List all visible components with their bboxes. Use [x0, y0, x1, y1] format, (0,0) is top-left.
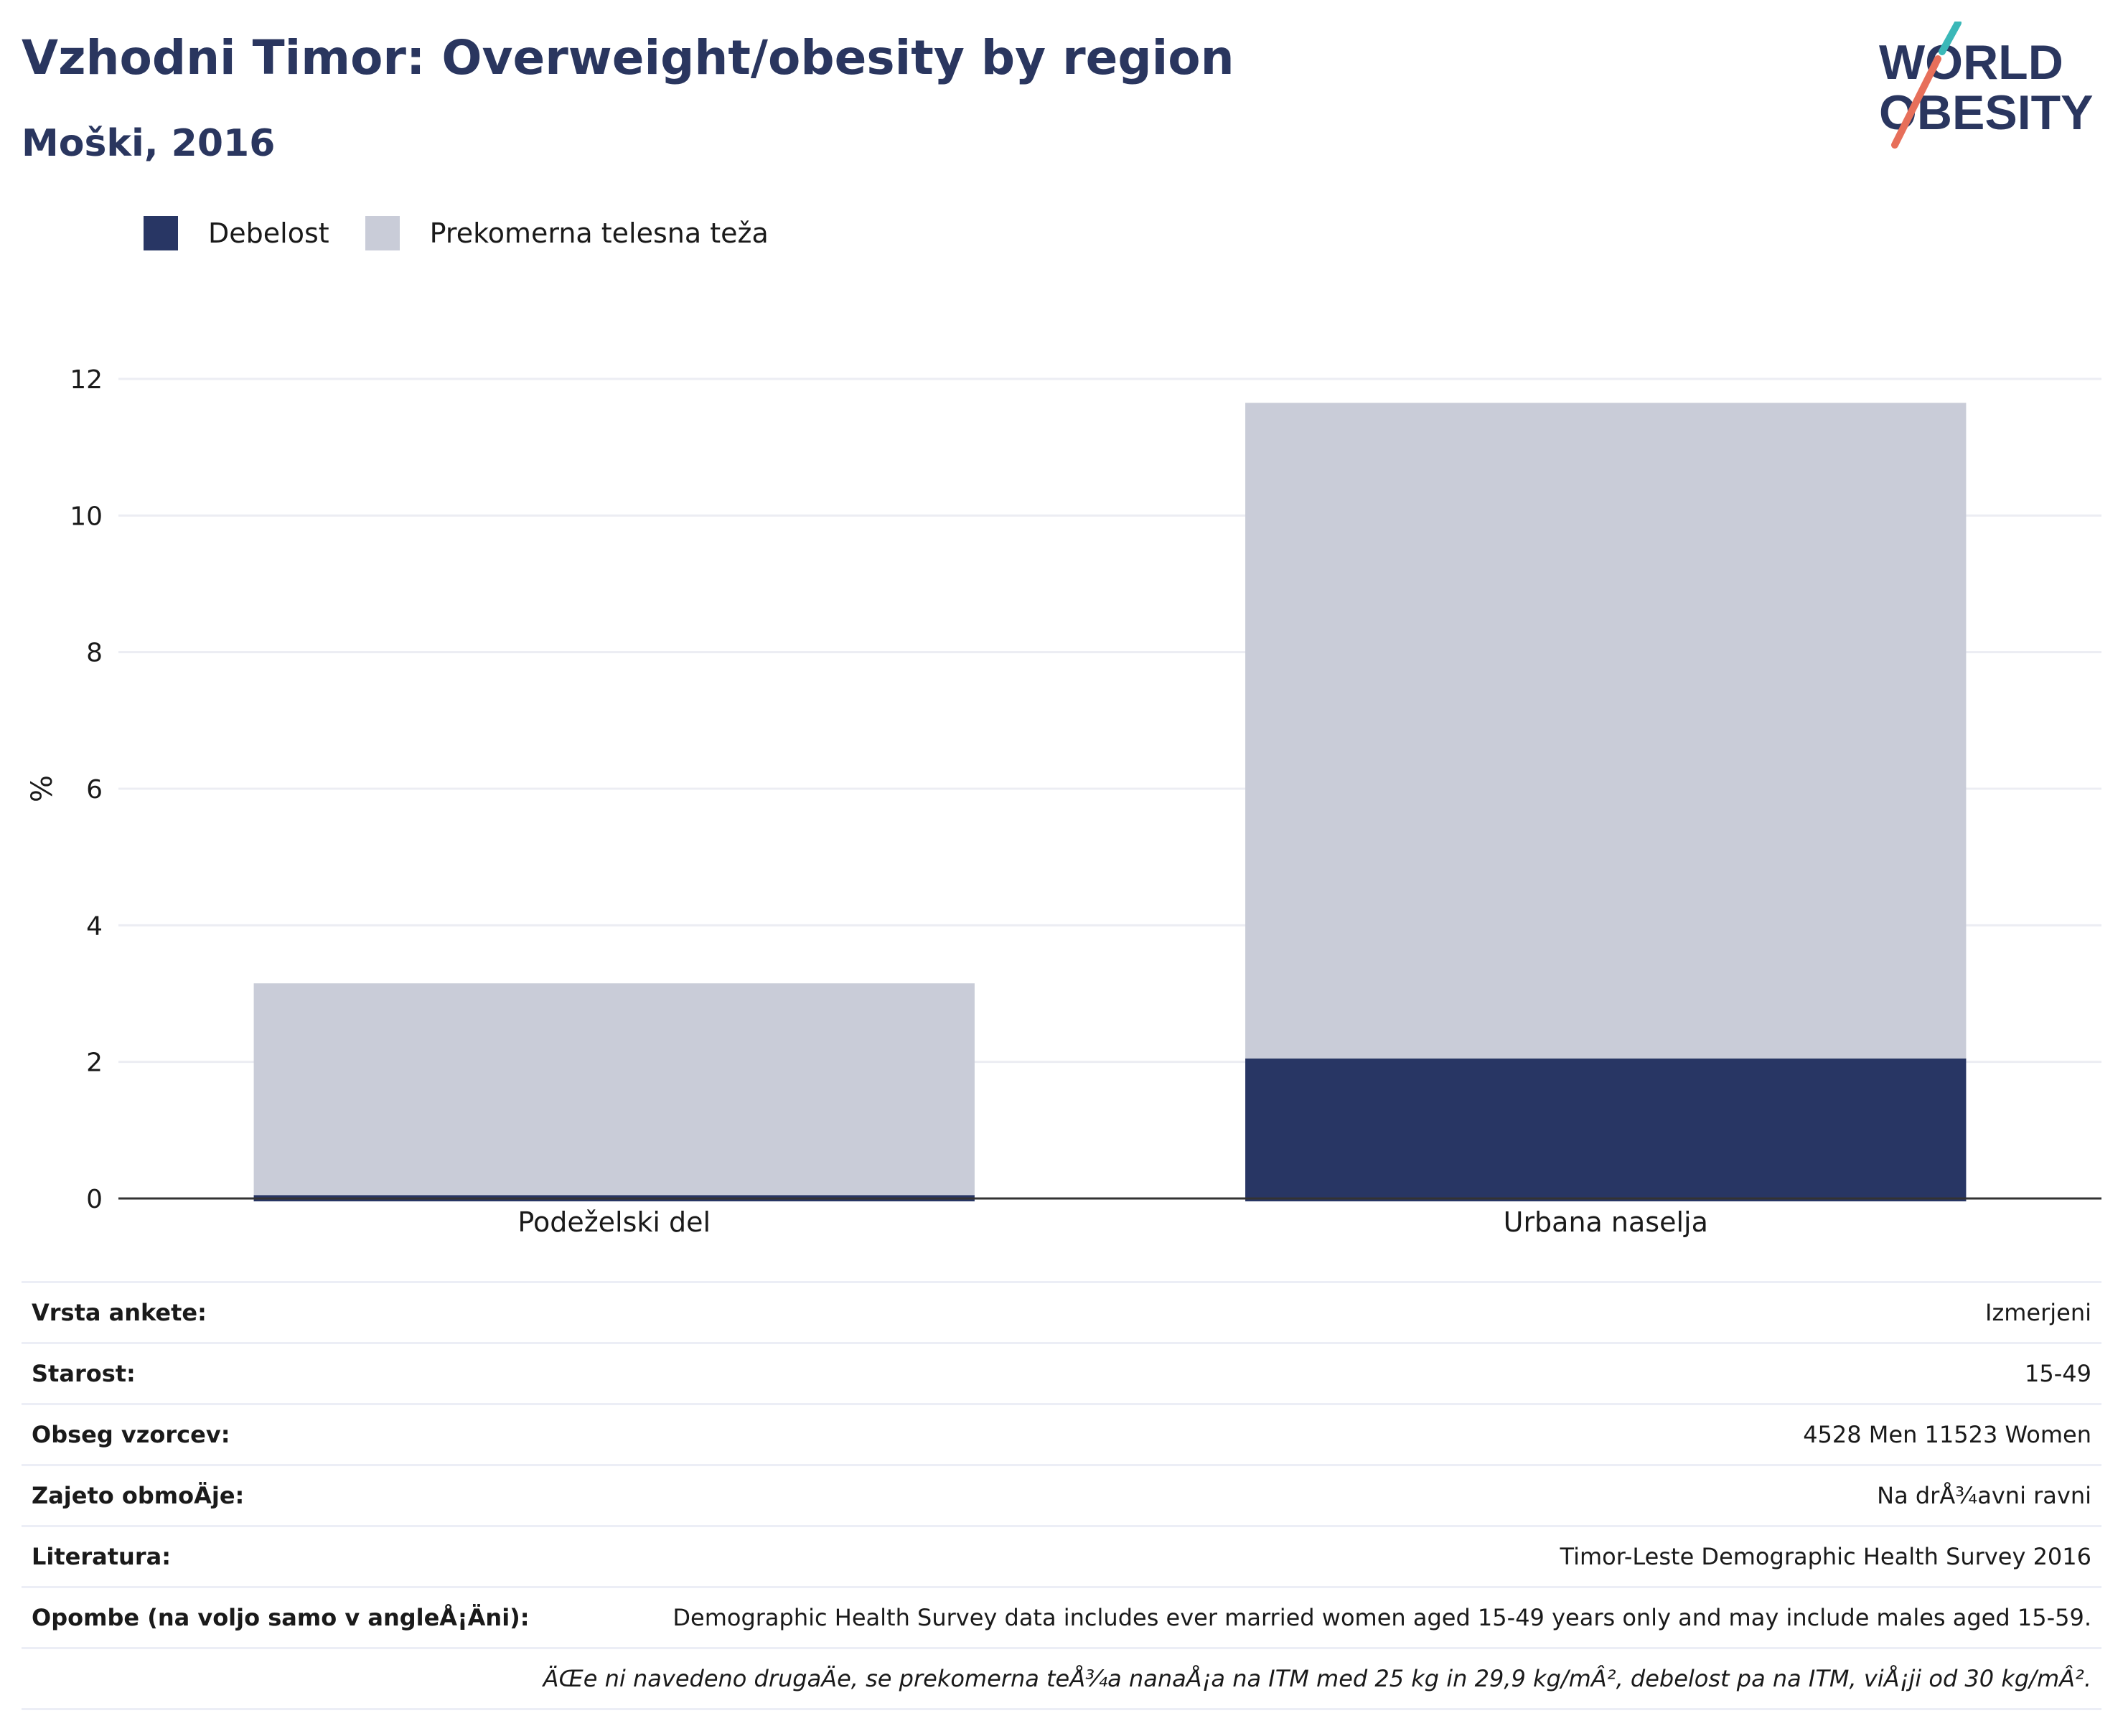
y-axis-label: % — [26, 775, 59, 802]
legend-label-overweight: Prekomerna telesna teža — [430, 217, 769, 249]
survey-type-row: Vrsta ankete: Izmerjeni — [22, 1281, 2101, 1342]
y-tick-label: 6 — [86, 775, 103, 804]
logo-line1: WORLD — [1879, 35, 2063, 90]
legend-label-obesity: Debelost — [208, 217, 329, 249]
definition-note-row: ÄŒe ni navedeno drugaÄ e, se prekomerna … — [22, 1647, 2101, 1710]
legend-swatch-obesity — [144, 216, 178, 250]
survey-type-value: Izmerjeni — [1985, 1299, 2091, 1326]
x-tick-label: Urbana naselja — [1504, 1206, 1708, 1238]
x-tick-label: Podeželski del — [517, 1206, 711, 1238]
y-tick-label: 4 — [86, 911, 103, 941]
notes-row: Opombe (na voljo samo v angleÅ¡Ä ni): De… — [22, 1586, 2101, 1647]
reference-value: Timor-Leste Demographic Health Survey 20… — [1560, 1543, 2091, 1570]
survey-info-table: Vrsta ankete: Izmerjeni Starost: 15-49 O… — [22, 1281, 2101, 1710]
age-row: Starost: 15-49 — [22, 1342, 2101, 1403]
chart-subtitle: Moški, 2016 — [22, 122, 275, 165]
legend-item-obesity[interactable]: Debelost — [144, 216, 329, 250]
world-obesity-logo: WORLD OBESITY — [1866, 22, 2103, 151]
y-tick-label: 8 — [86, 639, 103, 668]
chart-title: Vzhodni Timor: Overweight/obesity by reg… — [22, 30, 1234, 85]
sample-size-row: Obseg vzorcev: 4528 Men 11523 Women — [22, 1403, 2101, 1464]
sample-size-label: Obseg vzorcev: — [32, 1421, 230, 1448]
reference-row: Literatura: Timor-Leste Demographic Heal… — [22, 1525, 2101, 1586]
area-covered-label: Zajeto obmoÄ je: — [32, 1482, 244, 1509]
bar-chart: 0 2 4 6 8 10 12% Podeželski del Urbana naselja — [0, 301, 2123, 1249]
legend-item-overweight[interactable]: Prekomerna telesna teža — [365, 216, 769, 250]
legend-swatch-overweight — [365, 216, 400, 250]
y-tick-label: 10 — [70, 502, 103, 531]
age-label: Starost: — [32, 1360, 136, 1387]
survey-type-label: Vrsta ankete: — [32, 1299, 207, 1326]
bar-overweight — [254, 983, 975, 1195]
reference-label: Literatura: — [32, 1543, 171, 1570]
y-tick-label: 0 — [86, 1185, 103, 1214]
notes-value: Demographic Health Survey data includes … — [672, 1604, 2091, 1631]
area-covered-value: Na drÅ¾avni ravni — [1877, 1482, 2091, 1509]
y-tick-label: 2 — [86, 1048, 103, 1078]
bar-obesity — [1245, 1059, 1966, 1201]
y-tick-label: 12 — [70, 365, 103, 395]
bar-overweight — [1245, 403, 1966, 1059]
area-covered-row: Zajeto obmoÄ je: Na drÅ¾avni ravni — [22, 1464, 2101, 1525]
age-value: 15-49 — [2025, 1360, 2091, 1387]
notes-label: Opombe (na voljo samo v angleÅ¡Ä ni): — [32, 1604, 530, 1631]
chart-legend: Debelost Prekomerna telesna teža — [144, 212, 805, 255]
sample-size-value: 4528 Men 11523 Women — [1803, 1421, 2091, 1448]
definition-note: ÄŒe ni navedeno drugaÄ e, se prekomerna … — [543, 1665, 2091, 1692]
